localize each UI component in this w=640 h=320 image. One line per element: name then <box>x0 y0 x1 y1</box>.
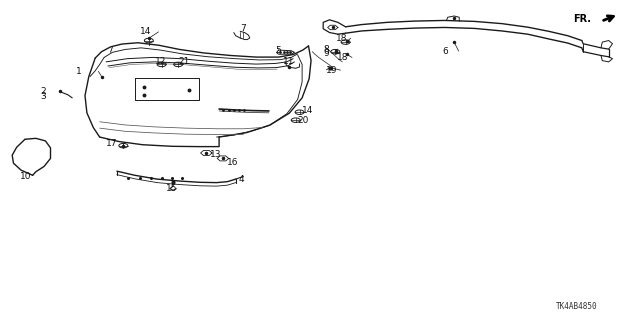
Text: 12: 12 <box>156 57 166 66</box>
Text: 8: 8 <box>323 44 329 54</box>
Text: 2: 2 <box>40 87 46 96</box>
Text: 10: 10 <box>20 172 31 181</box>
Text: 14: 14 <box>140 28 151 36</box>
Text: 16: 16 <box>227 158 239 167</box>
Text: 14: 14 <box>302 106 314 115</box>
Text: 9: 9 <box>323 49 329 58</box>
Text: FR.: FR. <box>573 14 591 24</box>
Text: 3: 3 <box>40 92 46 101</box>
Text: 1: 1 <box>76 67 82 76</box>
Text: 11: 11 <box>283 57 294 66</box>
Text: 6: 6 <box>443 46 449 56</box>
Text: 21: 21 <box>178 57 189 66</box>
Text: 5: 5 <box>275 45 281 55</box>
Text: 19: 19 <box>326 66 338 75</box>
Text: 4: 4 <box>238 175 244 184</box>
Text: 17: 17 <box>106 139 118 148</box>
Text: 7: 7 <box>240 24 246 33</box>
Text: 18: 18 <box>337 53 349 62</box>
Text: 20: 20 <box>298 116 309 125</box>
Text: 15: 15 <box>166 184 177 193</box>
Text: TK4AB4850: TK4AB4850 <box>556 302 598 311</box>
Text: 18: 18 <box>336 34 348 43</box>
Text: 13: 13 <box>210 150 221 159</box>
